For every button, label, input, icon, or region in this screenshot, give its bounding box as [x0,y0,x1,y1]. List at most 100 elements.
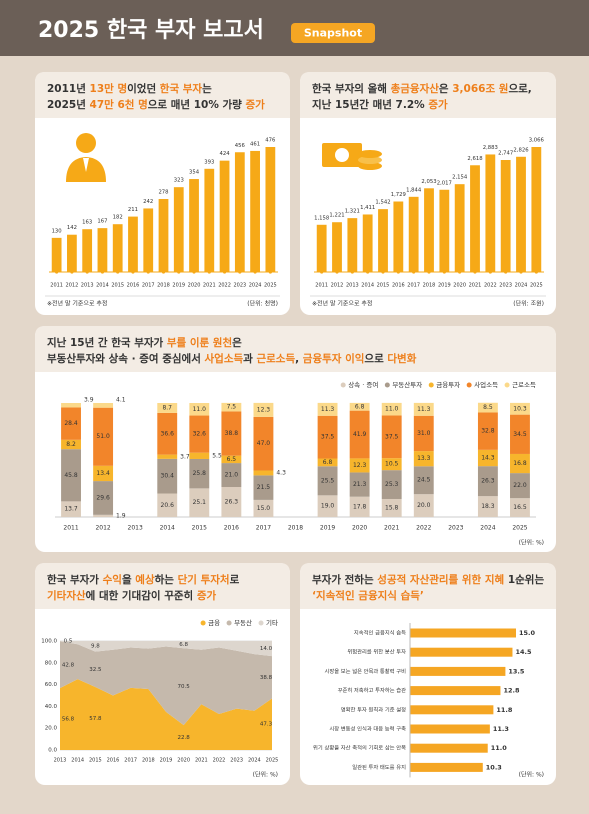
headline-part: 과 [243,352,256,365]
x-tick-label: 2014 [71,758,84,764]
bar [378,209,388,272]
bar-segment [221,455,242,464]
headline-part: 근로소득 [256,353,295,365]
bar-dot [207,270,211,274]
bar-segment [189,415,210,453]
bar [531,147,542,272]
headline: 2025년 47만 6천 명으로 매년 10% 가량 증가 [47,98,265,111]
headline-part: 부동산투자와 상속 · 증여 중심에서 [47,352,205,365]
bar-segment [510,453,530,474]
unit-label: (단위: 천명) [247,300,278,308]
bar-segment [349,402,370,411]
category-label: 위험관리를 위한 분산 투자 [347,648,406,656]
bar [82,229,93,272]
x-tick-label: 2019 [172,283,185,289]
bar-segment [221,402,242,412]
value-label: 38.8 [260,675,273,681]
legend-label: 금융 [208,619,220,627]
value-label: 10.5 [385,461,399,468]
bar-segment [477,449,498,467]
legend-marker [258,620,264,626]
headline-part: 47만 6천 명 [90,98,148,111]
value-label: 2,154 [452,175,468,181]
value-label: 24.5 [417,477,431,484]
value-label: 4.3 [276,469,286,476]
bar-dot [146,270,150,274]
value-label: 11.3 [321,406,335,413]
value-label: 34.5 [513,431,527,438]
value-label: 21.5 [257,484,271,491]
x-tick-label: 2023 [230,758,243,764]
value-label: 14.3 [481,455,495,462]
bar-dot [222,270,227,274]
x-tick-label: 2024 [480,525,495,532]
x-tick-label: 2022 [484,283,497,289]
x-tick-label: 2018 [142,758,155,764]
bar-segment [189,403,210,416]
value-label: 70.5 [178,684,191,690]
value-label: 26.3 [481,478,495,485]
x-tick-label: 2015 [89,758,102,764]
headline-part: 금융투자 이익 [303,352,365,365]
value-label: 41.9 [353,431,367,438]
value-label: 13.5 [508,667,525,675]
value-label: 7.5 [227,404,237,411]
legend-label: 금융투자 [436,380,460,389]
legend-label: 근로소득 [512,381,536,389]
value-label: 37.5 [385,433,399,440]
bar-segment [61,449,81,502]
bar [410,762,483,772]
legend-marker [428,382,434,388]
value-label: 10.3 [513,405,527,412]
bar-dot [396,270,400,274]
headline-part: 하는 [155,573,178,586]
headline: 한국 부자의 올해 총금융자산은 3,066조 원으로, [312,82,532,95]
value-label: 1,411 [360,205,375,211]
bar-segment [381,470,402,499]
value-label: 47.3 [260,722,273,728]
badge [291,23,375,43]
value-label: 2,826 [513,147,529,153]
bar-dot [177,270,181,274]
bar-segment [349,496,370,517]
value-label: 13.3 [417,455,431,462]
value-label: 8.7 [162,404,172,411]
bar-segment [189,458,210,489]
bar-dot [442,270,446,274]
bar [97,228,108,272]
bar-segment [510,414,530,454]
legend-label: 부동산투자 [392,380,422,389]
headline-part: 부자가 전하는 [312,573,377,586]
x-tick-label: 2019 [438,283,451,289]
note: ※전년 말 기준으로 추정 [312,300,372,308]
value-label: 25.1 [193,499,207,506]
x-tick-label: 2020 [177,758,190,764]
value-label: 130 [52,228,63,234]
value-label: 6.8 [355,403,365,410]
bar [143,208,154,272]
value-label: 20.0 [417,502,431,509]
bar [470,165,480,272]
bar-segment [253,402,274,417]
value-label: 32.8 [481,428,495,435]
value-label: 476 [265,138,276,144]
badge-text: Snapshot [304,27,362,40]
x-tick-label: 2016 [224,525,239,532]
x-tick-label: 2015 [111,283,124,289]
value-label: 242 [143,199,153,205]
bar [347,218,358,272]
bar-segment [317,466,338,496]
area [60,679,272,750]
bar-segment [221,411,242,456]
bar-segment [253,416,274,471]
value-label: 182 [113,215,123,221]
headline: ‘지속적인 금융지식 습득’ [312,589,424,602]
value-label: 11.0 [385,406,399,413]
bar [516,156,526,272]
value-label: 14.5 [515,648,532,656]
headline-part: 다변화 [387,352,416,365]
x-tick-label: 2018 [157,283,170,289]
bar-dot [238,270,242,274]
value-label: 11.0 [491,744,508,752]
bar-dot [320,270,324,274]
